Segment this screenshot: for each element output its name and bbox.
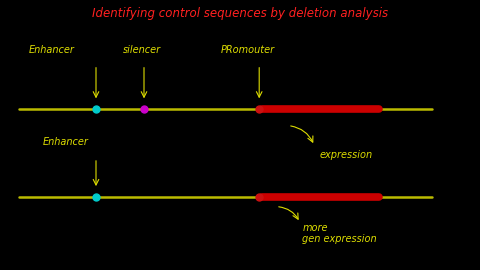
Point [140, 107, 148, 112]
Point [92, 195, 100, 199]
Text: silencer: silencer [122, 45, 160, 55]
Point [92, 107, 100, 112]
Text: expression: expression [319, 150, 372, 160]
Text: Enhancer: Enhancer [43, 137, 89, 147]
Point [255, 195, 263, 199]
Text: more
gen expression: more gen expression [302, 223, 377, 244]
Text: PRomouter: PRomouter [221, 45, 275, 55]
Text: Enhancer: Enhancer [29, 45, 75, 55]
Text: Identifying control sequences by deletion analysis: Identifying control sequences by deletio… [92, 7, 388, 20]
Point [255, 107, 263, 112]
